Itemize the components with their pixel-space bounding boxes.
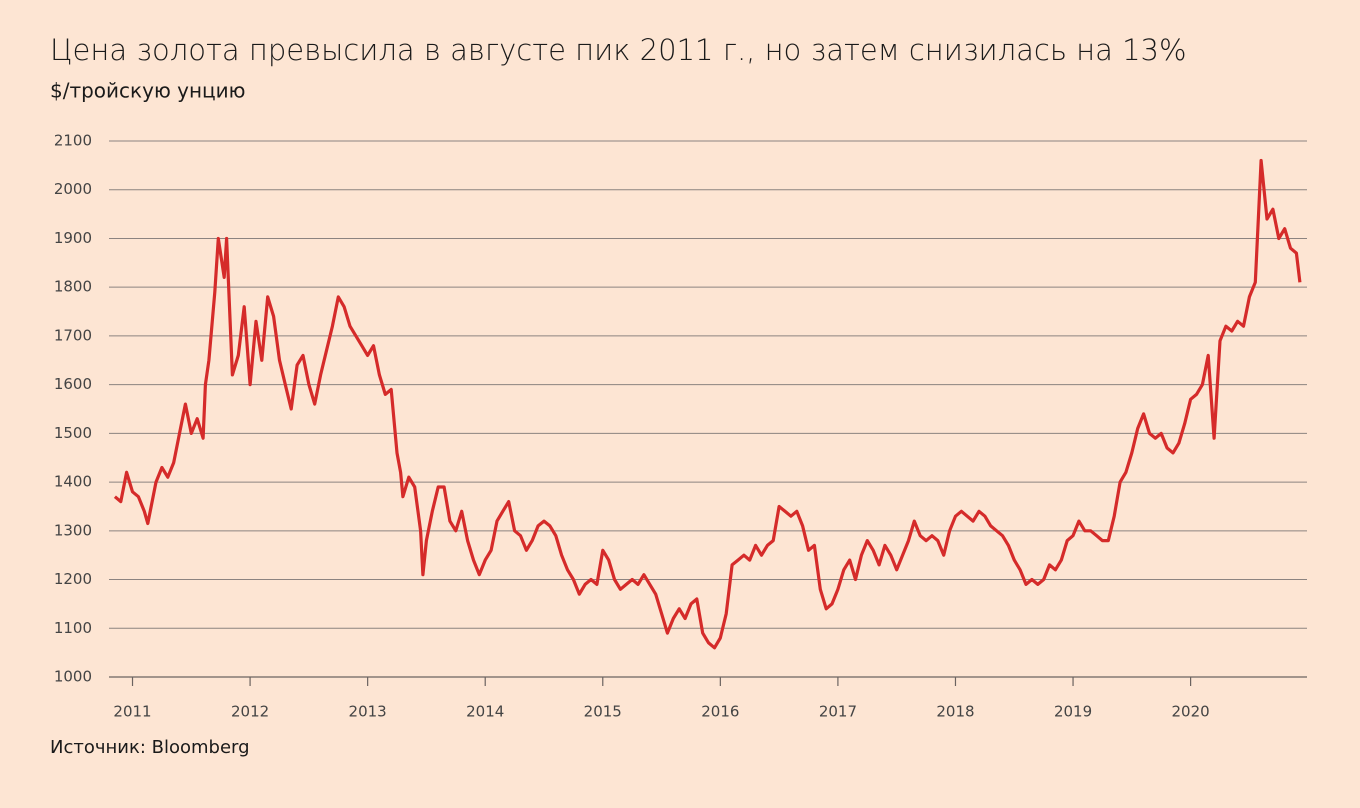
- x-tick-label: 2018: [936, 703, 974, 721]
- x-tick-label: 2017: [819, 703, 857, 721]
- chart-title: Цена золота превысила в августе пик 2011…: [50, 33, 1187, 67]
- x-tick-label: 2014: [466, 703, 504, 721]
- y-tick-label: 1100: [54, 619, 92, 637]
- y-tick-label: 1300: [54, 521, 92, 539]
- y-tick-label: 1500: [54, 424, 92, 442]
- x-tick-label: 2020: [1172, 703, 1210, 721]
- x-tick-label: 2015: [584, 703, 622, 721]
- y-tick-label: 1000: [54, 668, 92, 686]
- y-tick-label: 1800: [54, 278, 92, 296]
- x-tick-label: 2019: [1054, 703, 1092, 721]
- x-tick-label: 2016: [701, 703, 739, 721]
- y-tick-label: 2000: [54, 180, 92, 198]
- y-tick-label: 2100: [54, 132, 92, 150]
- price-line: [113, 158, 1302, 650]
- x-tick-label: 2013: [349, 703, 387, 721]
- x-tick-label: 2012: [231, 703, 269, 721]
- y-tick-label: 1200: [54, 570, 92, 588]
- source: Источник: Bloomberg: [50, 737, 250, 758]
- y-tick-label: 1600: [54, 375, 92, 393]
- y-tick-label: 1900: [54, 229, 92, 247]
- x-tick-label: 2011: [113, 703, 151, 721]
- y-tick-label: 1400: [54, 473, 92, 491]
- y-tick-label: 1700: [54, 326, 92, 344]
- chart-subtitle: $/тройскую унцию: [50, 79, 246, 103]
